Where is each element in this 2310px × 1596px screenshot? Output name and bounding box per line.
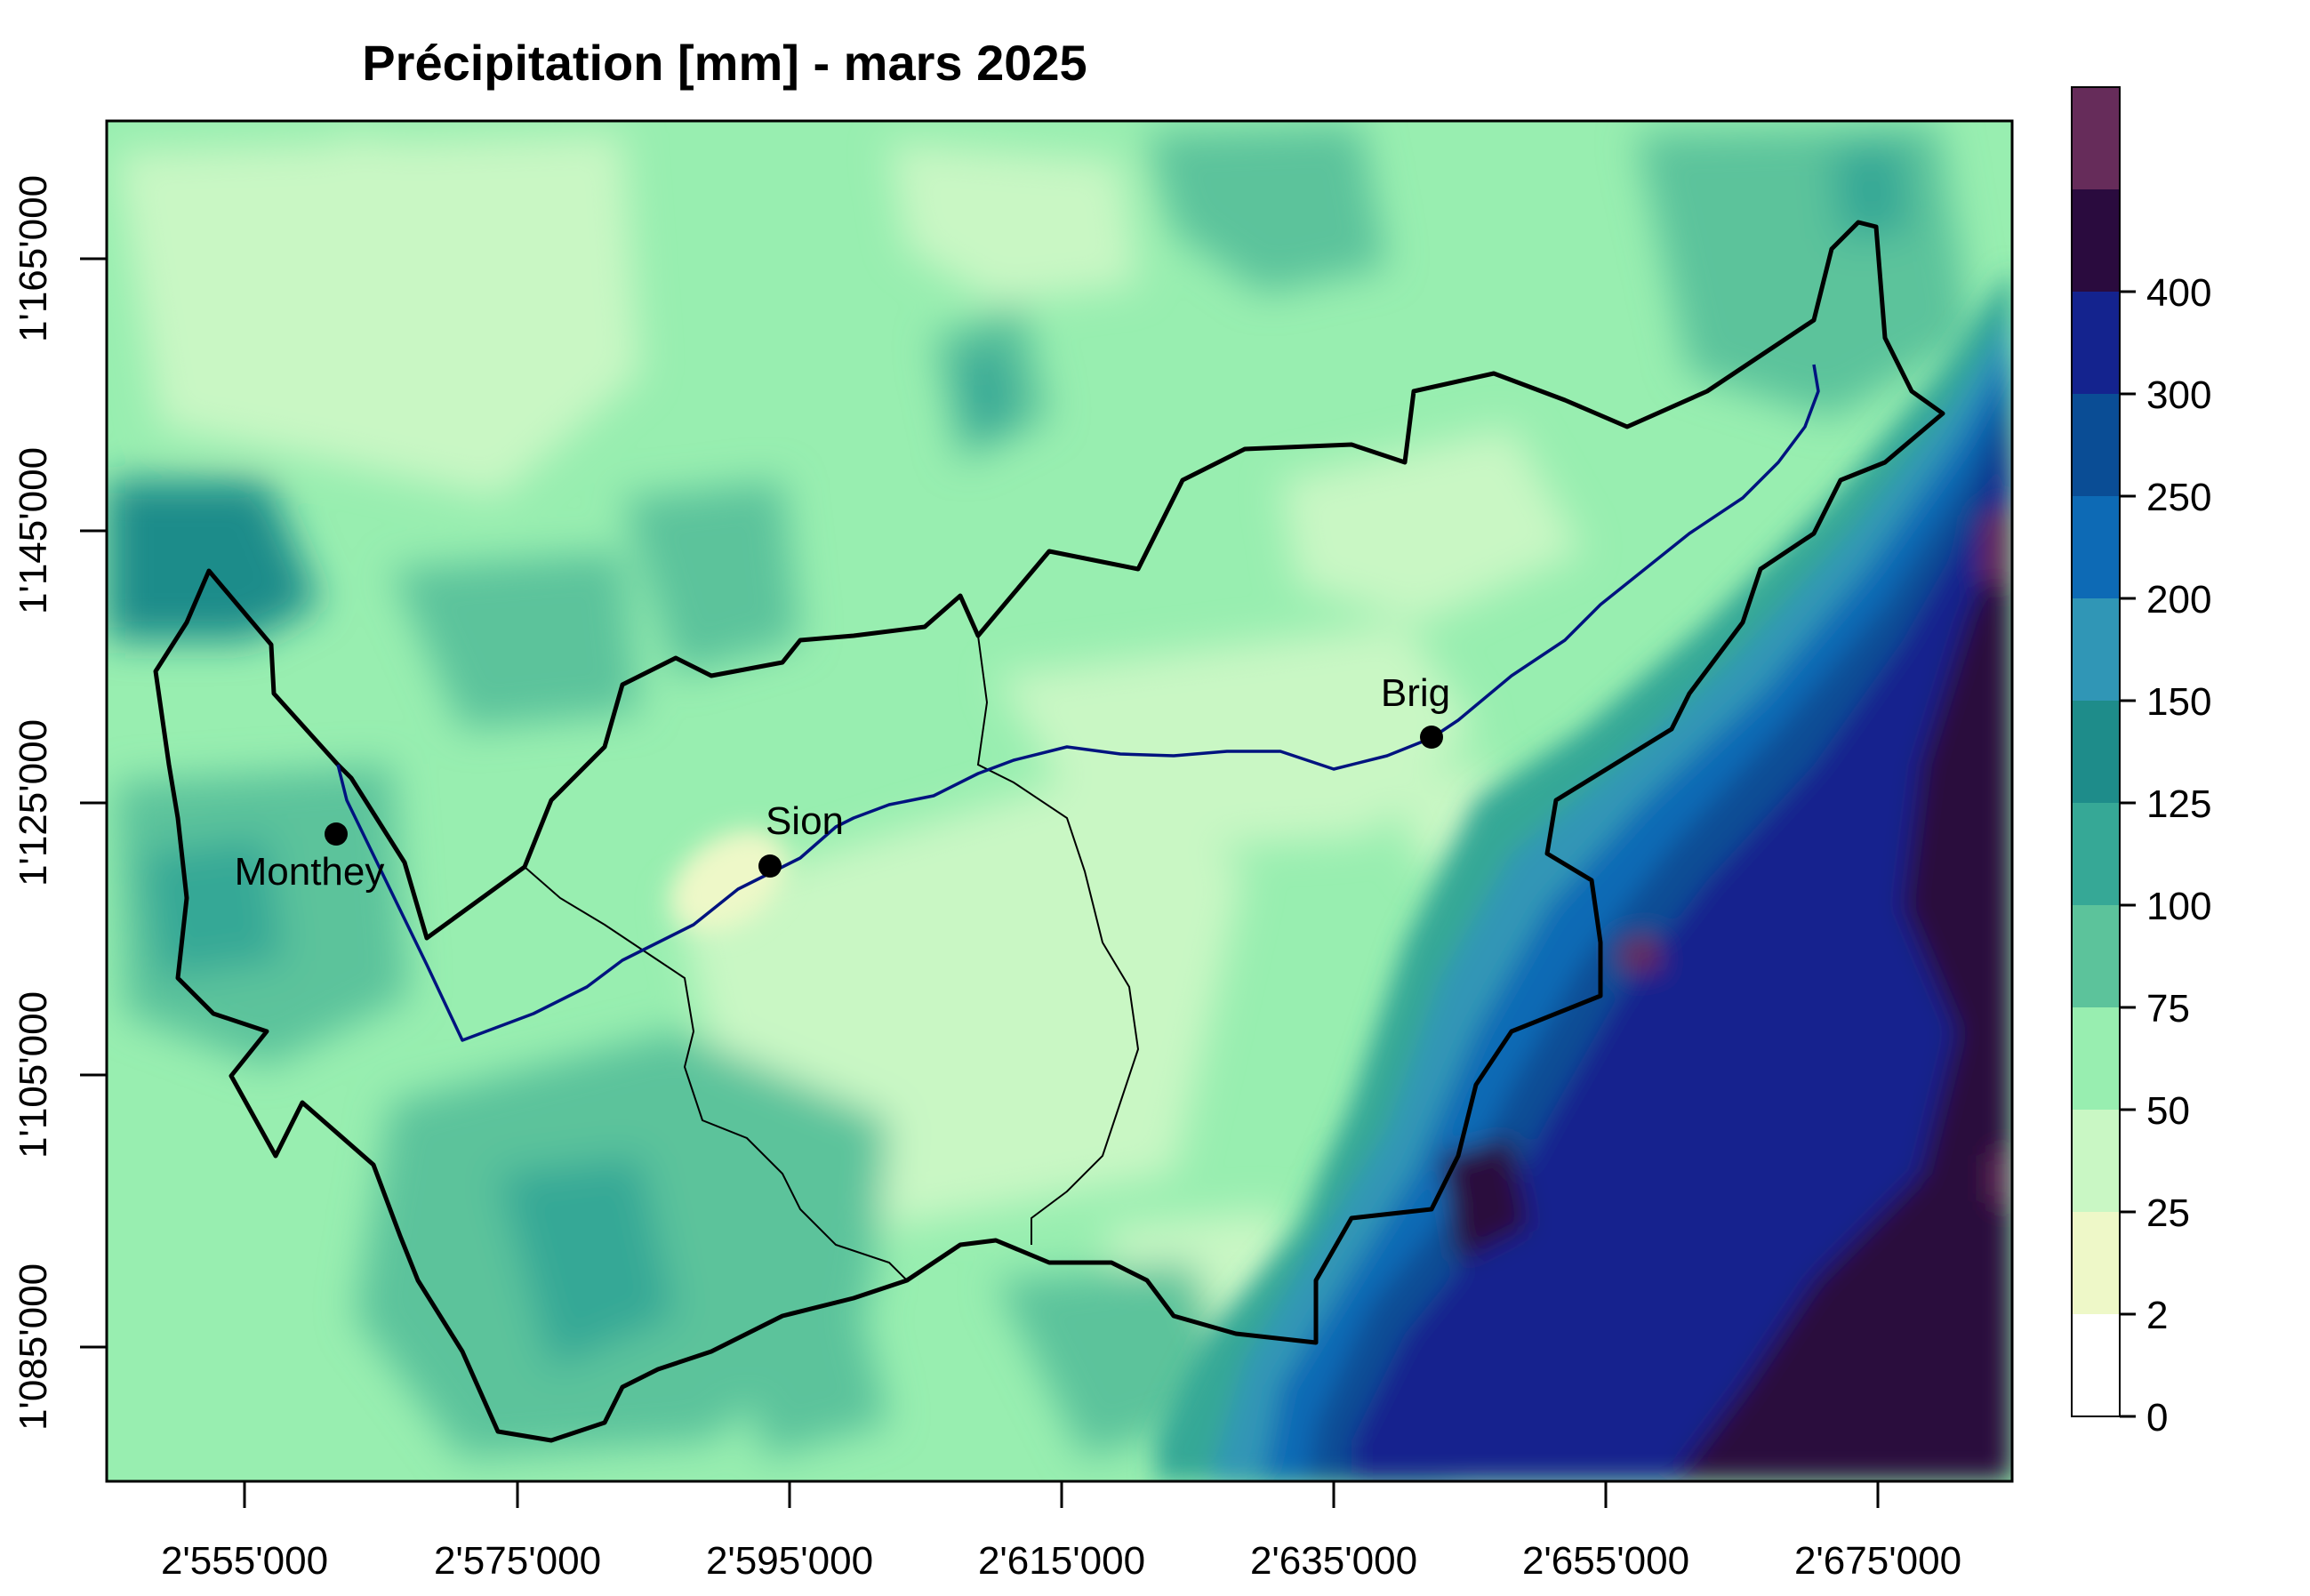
city-marker [1420, 726, 1443, 749]
y-tick-label: 1'125'000 [12, 719, 55, 886]
legend-swatch [2072, 1007, 2120, 1110]
city-brig: Brig [1381, 671, 1450, 749]
city-label: Monthey [235, 850, 385, 894]
district-boundaries [524, 635, 1140, 1281]
legend-swatch [2072, 394, 2120, 496]
legend-swatch [2072, 496, 2120, 598]
legend-swatch [2072, 87, 2120, 189]
legend-label: 100 [2146, 885, 2211, 928]
legend-label: 125 [2146, 782, 2211, 826]
city-marker [758, 854, 782, 878]
city-label: Sion [766, 799, 844, 843]
legend-label: 50 [2146, 1089, 2190, 1133]
legend-label: 25 [2146, 1191, 2190, 1235]
city-label: Brig [1381, 671, 1450, 715]
x-tick-label: 2'575'000 [434, 1539, 601, 1583]
x-axis [243, 1481, 1880, 1508]
legend-swatch [2072, 803, 2120, 905]
legend-swatch [2072, 1212, 2120, 1314]
x-tick-label: 2'655'000 [1522, 1539, 1689, 1583]
y-tick-label: 1'085'000 [12, 1263, 55, 1431]
x-tick-label: 2'595'000 [706, 1539, 873, 1583]
legend-frame [2071, 86, 2121, 1417]
x-tick-label: 2'675'000 [1794, 1539, 1961, 1583]
x-tick-label: 2'615'000 [978, 1539, 1145, 1583]
y-tick-label: 1'145'000 [12, 447, 55, 614]
legend-swatch [2072, 292, 2120, 394]
legend-label: 300 [2146, 373, 2211, 417]
legend-label: 2 [2146, 1294, 2168, 1337]
legend-label: 250 [2146, 476, 2211, 519]
legend-swatch [2072, 189, 2120, 292]
city-monthey: Monthey [235, 822, 385, 894]
legend-swatch [2072, 1110, 2120, 1212]
precipitation-field [107, 121, 2012, 1481]
legend-label: 150 [2146, 680, 2211, 724]
legend-swatch [2072, 598, 2120, 701]
rhone-river [336, 364, 1820, 1042]
legend-label: 400 [2146, 271, 2211, 315]
legend-swatch [2072, 905, 2120, 1007]
map-title: Précipitation [mm] - mars 2025 [362, 35, 1087, 91]
y-tick-label: 1'105'000 [12, 991, 55, 1159]
legend-swatch [2072, 701, 2120, 803]
plot-frame [105, 119, 2014, 1483]
city-sion: Sion [758, 799, 844, 878]
x-tick-label: 2'555'000 [161, 1539, 328, 1583]
color-legend: 0 2 25 50 75 100 125 150 200 250 300 400 [2071, 86, 2211, 1440]
legend-label: 200 [2146, 578, 2211, 622]
y-axis [80, 257, 107, 1349]
y-tick-label: 1'165'000 [12, 175, 55, 342]
legend-label: 75 [2146, 987, 2190, 1031]
city-marker [325, 822, 348, 846]
canton-boundary [153, 220, 1945, 1443]
legend-label: 0 [2146, 1396, 2168, 1440]
x-tick-label: 2'635'000 [1250, 1539, 1417, 1583]
legend-swatch [2072, 1314, 2120, 1416]
